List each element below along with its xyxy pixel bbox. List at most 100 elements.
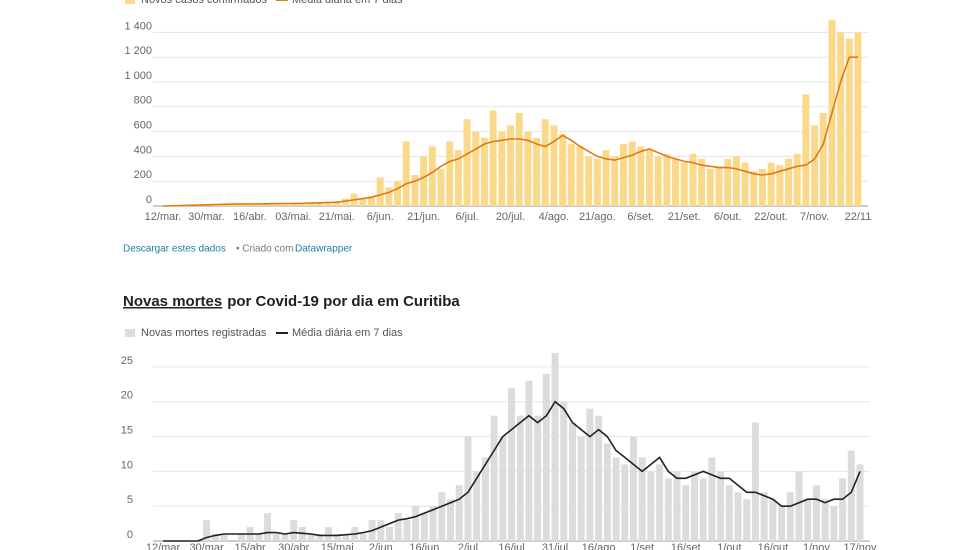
bar bbox=[637, 146, 645, 206]
bar bbox=[403, 520, 411, 541]
bar bbox=[760, 492, 768, 541]
bar bbox=[289, 202, 297, 206]
bar bbox=[708, 457, 716, 541]
bar bbox=[706, 168, 714, 206]
legend-label: Média diária em 7 dias bbox=[292, 327, 403, 339]
legend-swatch bbox=[125, 0, 135, 4]
bar bbox=[263, 203, 271, 206]
bar bbox=[463, 119, 471, 206]
legend-label: Média diária em 7 dias bbox=[292, 0, 403, 6]
bar bbox=[420, 513, 428, 541]
x-tick-label: 4/ago. bbox=[539, 211, 570, 223]
bar bbox=[837, 32, 845, 207]
bar bbox=[377, 520, 385, 541]
bar bbox=[394, 513, 402, 541]
bar bbox=[428, 146, 436, 206]
bar bbox=[508, 387, 515, 541]
bar bbox=[699, 478, 707, 541]
bar bbox=[715, 166, 723, 206]
bar bbox=[533, 137, 541, 206]
bar bbox=[542, 373, 550, 541]
y-tick-label: 20 bbox=[121, 390, 133, 402]
bar bbox=[298, 203, 306, 206]
x-tick-label: 6/out. bbox=[714, 211, 742, 223]
x-tick-label: 15/mai bbox=[321, 542, 354, 550]
bar bbox=[750, 171, 758, 206]
bar bbox=[680, 162, 688, 206]
bar bbox=[290, 520, 298, 541]
bar bbox=[821, 499, 829, 541]
bar bbox=[812, 485, 820, 541]
bar bbox=[516, 415, 524, 541]
bar bbox=[819, 113, 827, 206]
download-link[interactable]: Descargar estes dados bbox=[123, 244, 226, 255]
x-tick-label: 12/mar bbox=[146, 542, 181, 550]
bar bbox=[734, 492, 742, 541]
bar bbox=[411, 175, 419, 206]
y-tick-label: 0 bbox=[146, 194, 152, 206]
tool-link[interactable]: Datawrapper bbox=[295, 244, 353, 255]
bar bbox=[602, 150, 610, 206]
bar bbox=[315, 202, 323, 206]
bar bbox=[368, 196, 375, 206]
bar bbox=[429, 506, 437, 541]
bar bbox=[524, 131, 532, 206]
bar bbox=[793, 153, 801, 206]
bar bbox=[272, 203, 280, 206]
x-tick-label: 15/abr bbox=[235, 542, 267, 550]
bar bbox=[307, 534, 315, 541]
x-tick-label: 22/out. bbox=[754, 211, 788, 223]
x-tick-label: 2/jul bbox=[458, 542, 478, 550]
bar bbox=[220, 534, 228, 541]
bar bbox=[281, 534, 289, 541]
bar bbox=[586, 408, 594, 541]
x-tick-label: 30/mar. bbox=[188, 211, 225, 223]
legend-label: Novas mortes registradas bbox=[141, 327, 267, 339]
bar bbox=[724, 158, 732, 206]
bar bbox=[307, 202, 315, 206]
y-tick-label: 600 bbox=[134, 120, 152, 132]
bar bbox=[603, 443, 611, 541]
bar bbox=[690, 471, 698, 541]
bar bbox=[638, 457, 646, 541]
y-tick-label: 1 400 bbox=[124, 20, 152, 32]
bar bbox=[743, 499, 751, 541]
bar bbox=[856, 464, 864, 541]
bar bbox=[324, 201, 332, 206]
bar bbox=[785, 158, 792, 206]
x-tick-label: 17/nov bbox=[843, 542, 877, 550]
bar bbox=[663, 153, 671, 206]
x-tick-label: 31/jul bbox=[542, 542, 568, 550]
bar bbox=[534, 415, 542, 541]
x-tick-label: 6/jul. bbox=[455, 211, 478, 223]
bar bbox=[802, 94, 810, 206]
x-tick-label: 16/set bbox=[671, 542, 701, 550]
bar bbox=[567, 144, 575, 206]
bar bbox=[229, 204, 236, 206]
bar bbox=[725, 485, 733, 541]
x-tick-label: 1/nov bbox=[803, 542, 830, 550]
bar bbox=[682, 485, 690, 541]
x-tick-label: 30/mar bbox=[189, 542, 224, 550]
bar bbox=[376, 177, 384, 206]
bar bbox=[203, 520, 211, 541]
y-tick-label: 10 bbox=[121, 459, 133, 471]
bar bbox=[341, 198, 349, 206]
bar bbox=[551, 353, 559, 541]
bar bbox=[325, 527, 333, 541]
bar bbox=[515, 113, 523, 206]
bar bbox=[455, 485, 463, 541]
bar bbox=[412, 506, 420, 541]
bar bbox=[778, 506, 786, 541]
bar bbox=[804, 499, 812, 541]
bar bbox=[255, 204, 263, 206]
x-tick-label: 22/11 bbox=[845, 211, 872, 223]
title-part: Novas mortes bbox=[123, 293, 222, 310]
bar bbox=[333, 201, 341, 206]
y-tick-label: 1 000 bbox=[124, 70, 152, 82]
bar bbox=[758, 168, 766, 206]
bar bbox=[420, 156, 428, 206]
bar bbox=[464, 436, 472, 541]
bar bbox=[437, 168, 445, 206]
bar bbox=[769, 499, 777, 541]
